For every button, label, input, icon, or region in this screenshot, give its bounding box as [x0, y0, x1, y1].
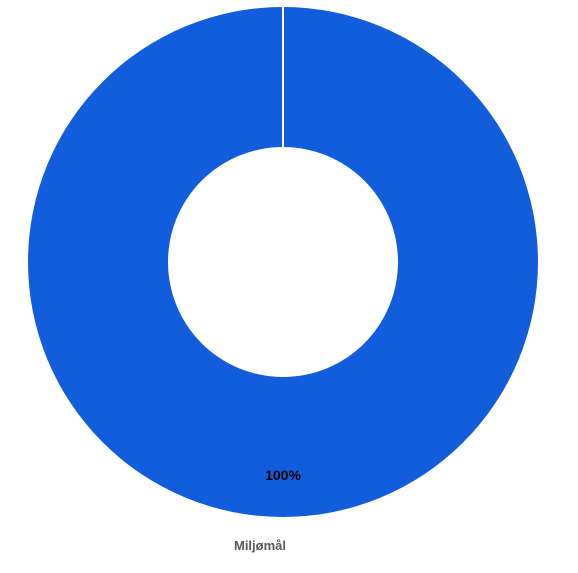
slice-label: 100%	[265, 467, 301, 483]
donut-svg	[0, 0, 578, 573]
legend-item: Miljømål	[234, 538, 286, 553]
donut-chart: 100% Miljømål	[0, 0, 578, 573]
